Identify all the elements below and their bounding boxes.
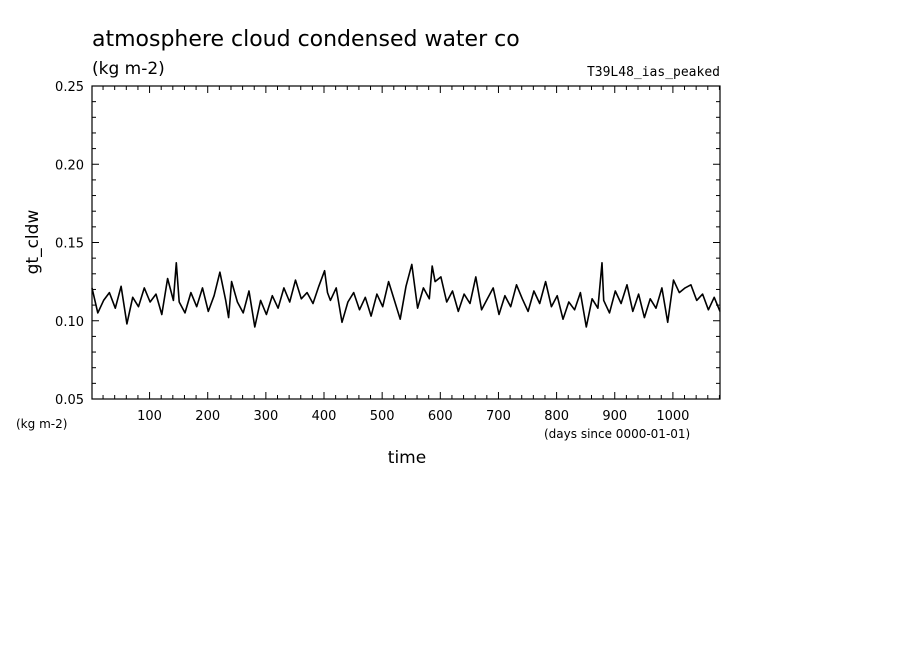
y-tick-label: 0.25 [55, 80, 84, 95]
x-axis-units: (days since 0000-01-01) [544, 427, 690, 441]
chart-title: atmosphere cloud condensed water co [92, 27, 520, 52]
series-line [91, 261, 721, 328]
x-tick-label: 900 [602, 409, 627, 424]
y-tick-label: 0.20 [55, 158, 84, 173]
x-tick-label: 400 [312, 409, 337, 424]
y-tick-label: 0.15 [55, 237, 84, 252]
y-axis-label: gt_cldw [23, 210, 43, 275]
run-label: T39L48_ias_peaked [587, 65, 720, 80]
x-tick-label: 800 [544, 409, 569, 424]
x-tick-label: 1000 [656, 409, 689, 424]
plot-border [91, 85, 721, 400]
x-tick-label: 300 [253, 409, 278, 424]
x-tick-label: 100 [137, 409, 162, 424]
chart-subtitle-units: (kg m-2) [92, 59, 165, 79]
x-tick-label: 700 [486, 409, 511, 424]
x-tick-label: 200 [195, 409, 220, 424]
y-tick-label: 0.10 [55, 315, 84, 330]
y-axis-units: (kg m-2) [16, 417, 67, 431]
x-axis-label: time [388, 448, 426, 468]
y-tick-label: 0.05 [55, 393, 84, 408]
series-layer [91, 261, 721, 328]
y-tick-labels: 0.05 0.10 0.15 0.20 0.25 [55, 80, 84, 408]
x-tick-label: 600 [428, 409, 453, 424]
x-tick-labels: 100 200 300 400 500 600 700 800 900 1000 [137, 409, 689, 424]
axis-ticks [92, 85, 720, 400]
plot-area [91, 85, 721, 400]
x-tick-label: 500 [370, 409, 395, 424]
